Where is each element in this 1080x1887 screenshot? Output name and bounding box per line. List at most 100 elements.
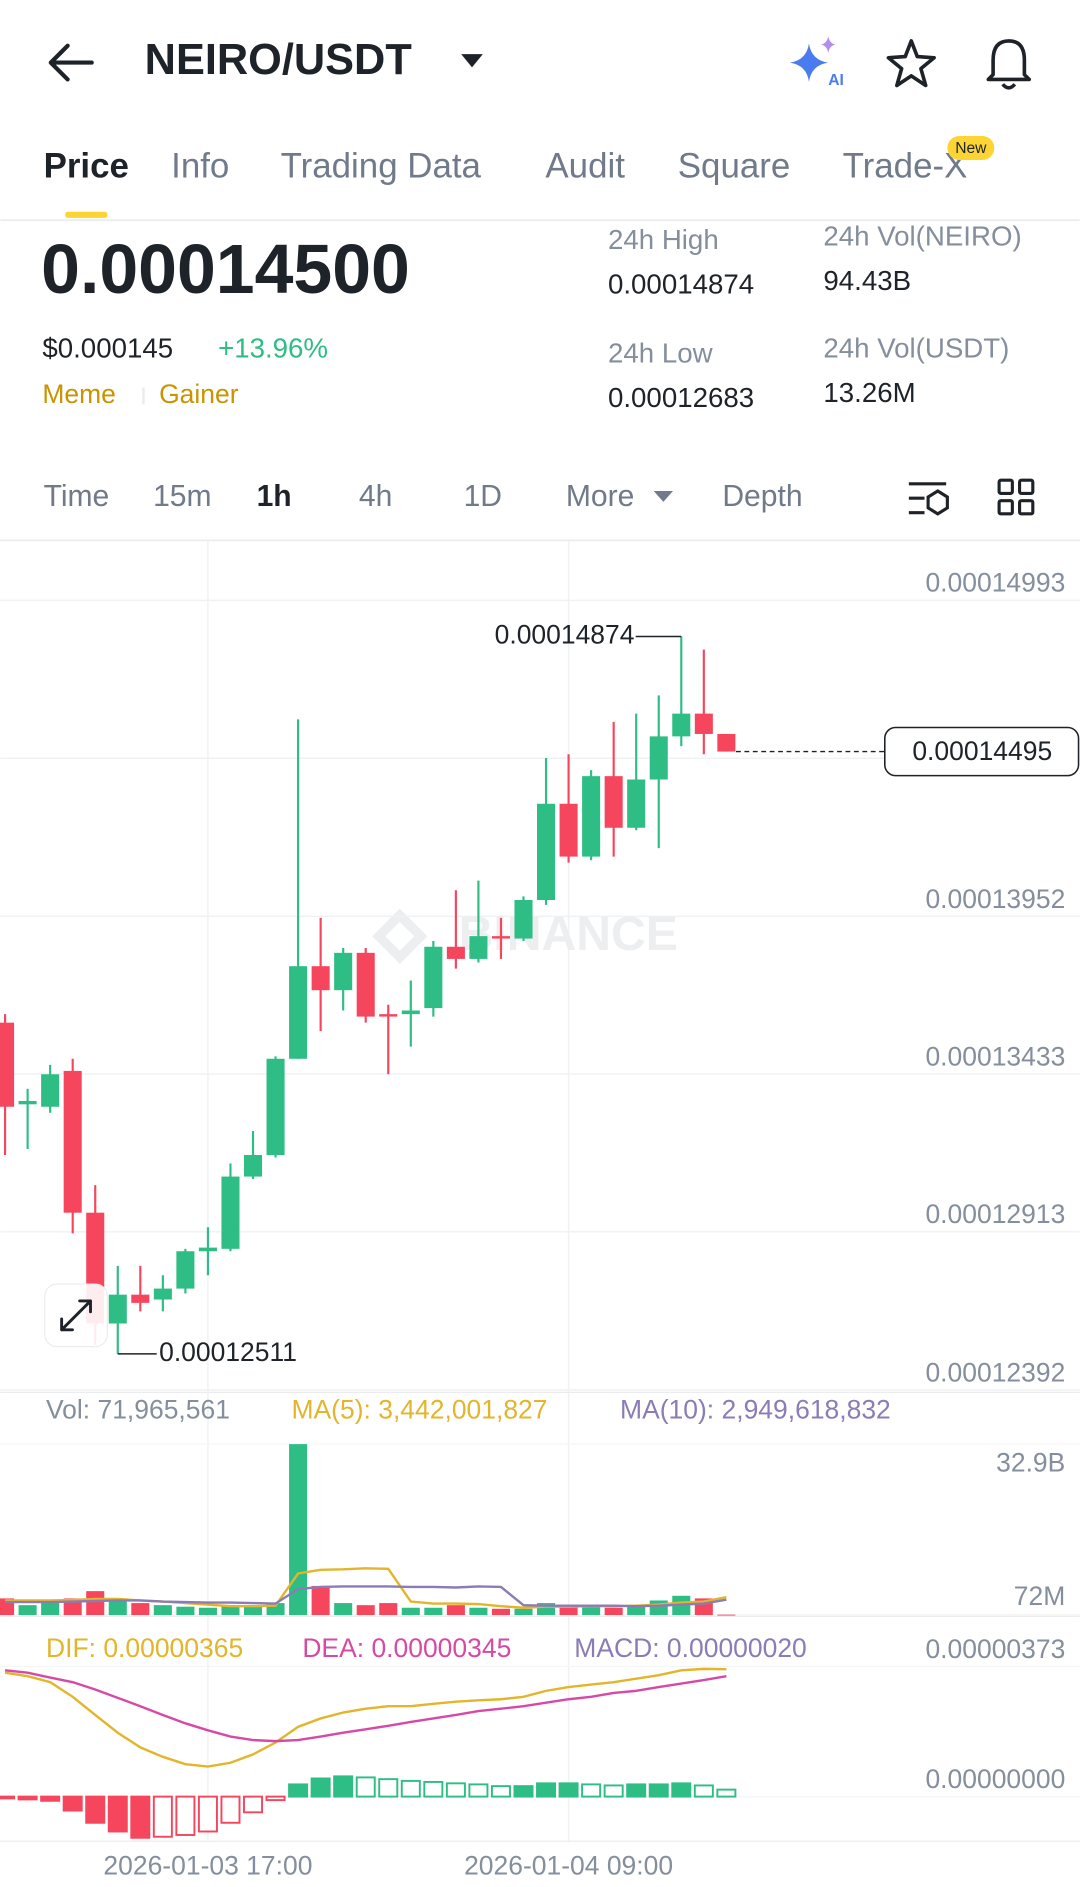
macd-bar — [243, 1795, 264, 1814]
interval[interactable]: Time — [44, 480, 110, 513]
candle-body — [221, 1176, 240, 1249]
volume-bar — [131, 1603, 150, 1616]
interval[interactable]: Depth — [722, 480, 802, 513]
interval[interactable]: 15m — [153, 480, 212, 513]
stat-value: 13.26M — [823, 377, 915, 408]
macd-bar — [265, 1795, 286, 1802]
ai-label: AI — [828, 72, 844, 89]
high-marker-label: 0.00014874 — [495, 620, 635, 650]
volume-bar — [424, 1607, 443, 1616]
volume-bar — [627, 1605, 646, 1616]
candle-body — [41, 1074, 60, 1107]
macd-bar — [17, 1795, 38, 1801]
ai-sparkle-small — [821, 36, 836, 53]
macd-bar — [400, 1779, 421, 1798]
candle-body — [649, 736, 668, 780]
macd-bar — [288, 1783, 309, 1798]
tag[interactable]: Gainer — [159, 379, 239, 409]
volume-bar — [514, 1608, 533, 1616]
tab[interactable]: Trading Data — [281, 147, 482, 186]
macd-bar — [0, 1795, 16, 1800]
volume-bar — [469, 1607, 488, 1616]
tab[interactable]: Square — [678, 147, 790, 186]
volume-bar — [86, 1591, 105, 1616]
volume-bar — [582, 1605, 601, 1616]
new-badge-text: New — [955, 140, 987, 157]
candle-body — [334, 952, 353, 991]
candle-body — [108, 1294, 127, 1324]
macd-bar — [175, 1795, 196, 1836]
volume-bar — [491, 1608, 510, 1616]
candle-body — [559, 803, 578, 857]
pair-dropdown[interactable] — [461, 54, 483, 68]
y-tick-label: 0.00012913 — [925, 1199, 1065, 1229]
settings-lines — [908, 482, 947, 515]
macd-bar — [130, 1795, 151, 1839]
candle-body — [289, 966, 308, 1059]
y-tick-label: 0.00013433 — [925, 1041, 1065, 1071]
candle-body — [18, 1100, 37, 1105]
y-tick-label: 0.00014993 — [925, 568, 1065, 598]
legend-entry: MACD: 0.00000020 — [574, 1633, 806, 1663]
new-badge — [947, 135, 995, 161]
volume-bar — [176, 1606, 195, 1616]
ai-sparkle — [789, 43, 829, 82]
candle-body — [582, 776, 601, 857]
candle-body — [694, 713, 713, 734]
layout-button[interactable] — [997, 478, 1035, 516]
stat-label: 24h Low — [608, 337, 714, 368]
back-button[interactable] — [48, 43, 94, 82]
volume-bar — [537, 1603, 556, 1616]
interval[interactable]: More — [566, 480, 635, 513]
interval[interactable]: 4h — [359, 480, 392, 513]
stat-value: 0.00014874 — [608, 269, 754, 300]
layout-cell — [1018, 499, 1035, 516]
interval[interactable]: 1h — [257, 480, 292, 513]
macd-bar — [355, 1776, 376, 1798]
low-marker-label: 0.00012511 — [159, 1337, 297, 1367]
volume-bar — [198, 1607, 217, 1616]
candle-body — [514, 900, 533, 939]
tab[interactable]: Audit — [545, 147, 625, 186]
macd-bar — [490, 1785, 511, 1798]
candle-body — [243, 1155, 263, 1177]
volume-bar — [221, 1605, 240, 1616]
layout-cell — [997, 499, 1014, 516]
bell-icon — [986, 39, 1032, 82]
candle-body — [63, 1070, 82, 1213]
volume-bar — [18, 1605, 37, 1616]
interval[interactable]: 1D — [464, 480, 502, 513]
macd-bar — [310, 1777, 331, 1798]
legend-entry: DIF: 0.00000365 — [46, 1633, 243, 1663]
pair-title[interactable]: NEIRO/USDT — [145, 36, 412, 84]
macd-bar — [333, 1775, 354, 1798]
candle-body — [537, 803, 556, 901]
indicator-settings-button[interactable] — [908, 482, 949, 516]
tag[interactable]: Meme — [42, 379, 116, 409]
candle-body — [491, 936, 510, 939]
macd-bar — [693, 1784, 714, 1798]
ai-button[interactable]: AI — [789, 36, 844, 89]
legend-entry: Vol: 71,965,561 — [46, 1395, 230, 1425]
macd-bar — [40, 1795, 61, 1802]
candle-body — [627, 779, 646, 828]
macd-bar — [648, 1783, 669, 1798]
notification-button[interactable] — [986, 39, 1032, 90]
fullscreen-button[interactable] — [44, 1283, 108, 1348]
macd-bar — [220, 1795, 241, 1824]
ma-line — [5, 1585, 727, 1608]
settings-hex — [926, 489, 949, 516]
volume-bar — [446, 1605, 465, 1616]
y-tick-label: 72M — [1014, 1581, 1065, 1611]
tab[interactable]: Price — [44, 147, 129, 186]
favorite-button[interactable] — [886, 39, 936, 88]
candle-body — [401, 1010, 420, 1015]
more-dropdown[interactable] — [653, 491, 673, 502]
candle-body — [469, 936, 488, 959]
watermark: BINANCE — [459, 907, 678, 961]
tab[interactable]: Info — [171, 147, 229, 186]
volume-bar — [604, 1607, 623, 1616]
tab[interactable]: Trade-X — [843, 147, 968, 186]
macd-bar — [603, 1784, 624, 1798]
volume-bar — [41, 1600, 60, 1616]
